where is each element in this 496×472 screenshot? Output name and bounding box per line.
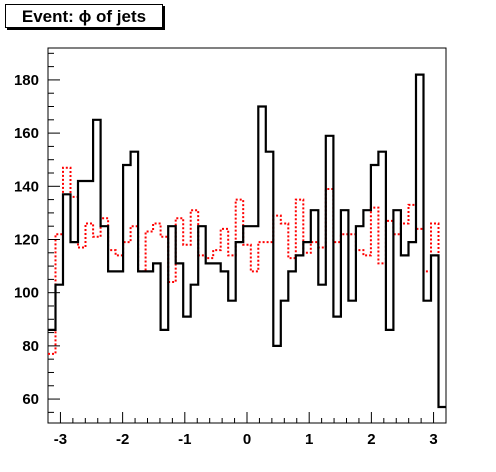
axis-layer: -3 -2 -1 0 1 2 3 60 80 100 120 140 160 180: [14, 52, 447, 448]
x-tick-label: 1: [305, 431, 313, 448]
series-black-line: [48, 73, 446, 409]
y-tick-label: 140: [14, 178, 39, 195]
series-red-dotted-line: [48, 166, 446, 408]
y-tick-label: 80: [22, 338, 39, 355]
x-tick-label: 3: [429, 431, 437, 448]
chart-title-box: Event: ϕ of jets: [5, 4, 163, 28]
chart-title: Event: ϕ of jets: [21, 7, 147, 26]
x-tick-label: -3: [54, 431, 67, 448]
x-tick-label: 2: [367, 431, 375, 448]
y-tick-label: 60: [22, 391, 39, 408]
x-tick-label: -1: [178, 431, 191, 448]
y-tick-label: 100: [14, 285, 39, 302]
y-tick-label: 180: [14, 72, 39, 89]
y-tick-label: 120: [14, 231, 39, 248]
x-tick-label: -2: [116, 431, 129, 448]
y-tick-label: 160: [14, 125, 39, 142]
x-tick-label: 0: [243, 431, 251, 448]
series-layer: [48, 73, 446, 409]
